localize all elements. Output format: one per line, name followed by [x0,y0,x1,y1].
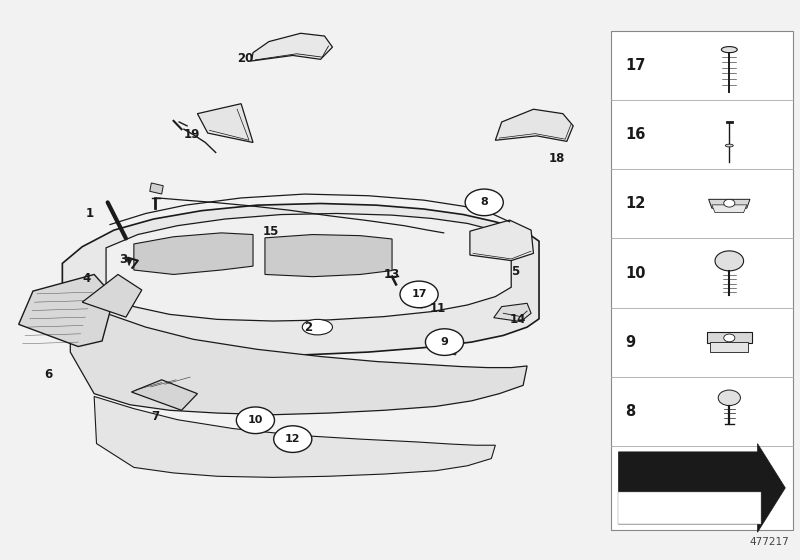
Circle shape [724,199,735,207]
Bar [610,30,794,530]
Polygon shape [126,256,131,265]
Polygon shape [707,333,751,343]
Polygon shape [150,183,163,194]
Polygon shape [265,235,392,277]
Circle shape [465,189,503,216]
Circle shape [724,334,735,342]
Polygon shape [710,342,748,352]
Text: 12: 12 [625,196,646,211]
Circle shape [411,295,430,308]
Text: 9: 9 [625,335,635,350]
Circle shape [236,407,274,433]
Text: 19: 19 [184,128,200,141]
Circle shape [715,251,743,271]
Polygon shape [62,203,539,357]
Polygon shape [134,233,253,274]
Text: 8: 8 [480,197,488,207]
Text: 2: 2 [305,321,313,334]
Text: 18: 18 [548,152,565,165]
Polygon shape [438,332,456,341]
Ellipse shape [722,46,738,53]
Text: 8: 8 [625,404,635,419]
Text: 477217: 477217 [750,537,790,547]
Text: 1: 1 [86,207,94,220]
Polygon shape [18,274,114,347]
Text: 16: 16 [625,127,646,142]
Text: 17: 17 [625,58,646,73]
Polygon shape [440,346,458,355]
Polygon shape [712,205,746,213]
Polygon shape [709,199,750,208]
Bar [618,492,761,524]
Polygon shape [470,220,534,260]
Polygon shape [82,274,142,317]
Polygon shape [495,109,573,141]
Text: 3: 3 [119,253,127,266]
Text: 10: 10 [248,416,263,425]
Ellipse shape [726,144,734,147]
Text: 13: 13 [384,268,400,281]
Text: 14: 14 [510,314,526,326]
Circle shape [400,281,438,308]
Polygon shape [618,444,786,532]
Circle shape [426,329,463,356]
Text: 17: 17 [411,290,427,300]
Text: 5: 5 [511,265,519,278]
Text: 20: 20 [237,52,254,65]
Polygon shape [251,33,333,61]
Ellipse shape [302,319,333,335]
Text: 7: 7 [151,410,159,423]
Polygon shape [131,380,198,410]
Text: 6: 6 [44,368,52,381]
Polygon shape [106,213,511,321]
Text: 4: 4 [82,272,90,285]
Text: 12: 12 [285,434,301,444]
Circle shape [718,390,741,405]
Polygon shape [408,292,434,308]
Text: 10: 10 [625,265,646,281]
Text: 11: 11 [430,302,446,315]
Text: 15: 15 [263,225,279,237]
Text: 9: 9 [441,337,449,347]
Polygon shape [70,297,527,415]
Circle shape [274,426,312,452]
Polygon shape [94,396,495,477]
Polygon shape [198,104,253,142]
Polygon shape [494,304,531,321]
